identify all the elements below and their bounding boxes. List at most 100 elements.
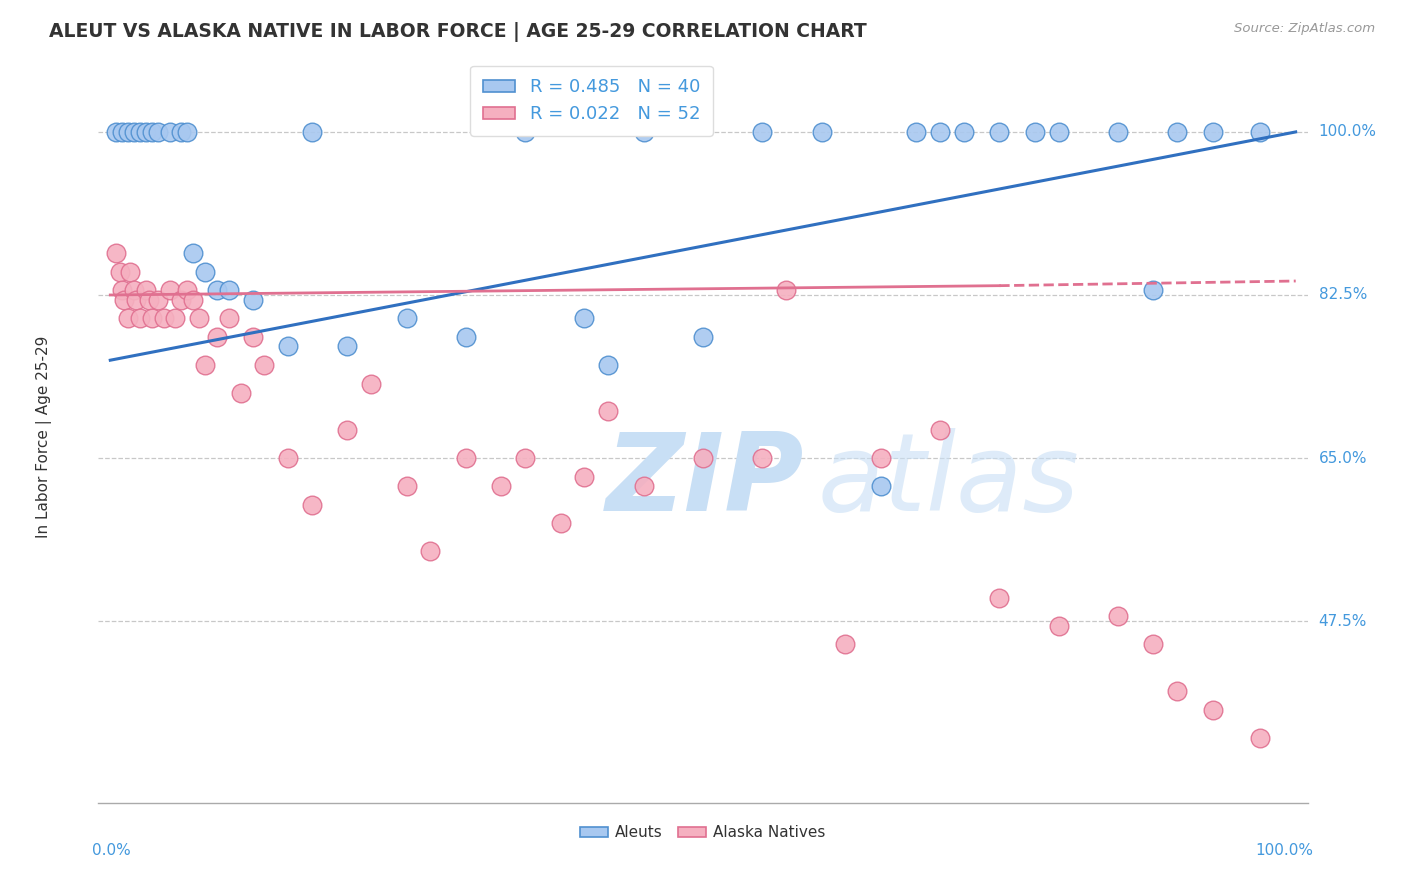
Point [633,125,655,139]
Text: Source: ZipAtlas.com: Source: ZipAtlas.com [1234,22,1375,36]
Point [598,404,620,418]
Point [515,125,537,139]
Point [395,311,418,326]
Point [574,311,596,326]
Point [111,125,134,139]
Point [114,293,136,307]
Text: atlas: atlas [818,428,1080,533]
Point [574,469,596,483]
Point [491,479,513,493]
Point [929,125,952,139]
Point [1249,125,1271,139]
Point [360,376,382,391]
Point [146,293,169,307]
Point [188,311,211,326]
Point [176,125,198,139]
Point [141,311,163,326]
Text: 47.5%: 47.5% [1319,614,1367,629]
Point [253,358,276,372]
Point [301,498,323,512]
Point [869,479,891,493]
Point [135,125,157,139]
Text: 0.0%: 0.0% [93,843,131,858]
Point [159,283,181,297]
Point [111,283,134,297]
Point [869,451,891,466]
Point [218,311,240,326]
Point [165,311,187,326]
Point [988,125,1011,139]
Point [633,479,655,493]
Point [242,293,264,307]
Point [1166,684,1188,698]
Point [122,125,145,139]
Point [929,423,952,437]
Point [117,125,139,139]
Text: ALEUT VS ALASKA NATIVE IN LABOR FORCE | AGE 25-29 CORRELATION CHART: ALEUT VS ALASKA NATIVE IN LABOR FORCE | … [49,22,868,42]
Point [550,516,572,531]
Point [1047,619,1070,633]
Point [152,311,174,326]
Point [181,293,204,307]
Legend: Aleuts, Alaska Natives: Aleuts, Alaska Natives [574,819,832,847]
Point [129,125,152,139]
Point [205,283,228,297]
Point [598,358,620,372]
Point [419,544,441,558]
Point [1249,731,1271,745]
Point [277,339,299,353]
Point [205,330,228,344]
Point [834,637,856,651]
Point [515,451,537,466]
Point [454,451,477,466]
Text: 82.5%: 82.5% [1319,287,1367,302]
Point [135,283,157,297]
Point [176,283,198,297]
Point [108,265,131,279]
Point [125,293,148,307]
Point [301,125,323,139]
Point [242,330,264,344]
Point [141,125,163,139]
Point [336,423,359,437]
Point [138,293,160,307]
Point [905,125,928,139]
Point [105,246,128,260]
Point [1142,637,1164,651]
Point [1107,125,1129,139]
Point [117,311,139,326]
Point [988,591,1011,605]
Point [751,125,773,139]
Text: 100.0%: 100.0% [1319,124,1376,139]
Point [105,125,128,139]
Point [170,293,193,307]
Point [218,283,240,297]
Point [692,330,714,344]
Point [1202,703,1225,717]
Point [194,358,217,372]
Point [146,125,169,139]
Point [692,451,714,466]
Point [229,385,252,400]
Point [159,125,181,139]
Point [170,125,193,139]
Text: In Labor Force | Age 25-29: In Labor Force | Age 25-29 [37,336,52,538]
Point [952,125,974,139]
Text: 65.0%: 65.0% [1319,450,1367,466]
Point [395,479,418,493]
Point [336,339,359,353]
Point [751,451,773,466]
Point [120,265,142,279]
Point [1107,609,1129,624]
Point [129,311,152,326]
Point [1024,125,1046,139]
Point [454,330,477,344]
Point [1202,125,1225,139]
Text: 100.0%: 100.0% [1256,843,1313,858]
Point [1047,125,1070,139]
Point [1166,125,1188,139]
Point [775,283,797,297]
Point [194,265,217,279]
Point [181,246,204,260]
Point [122,283,145,297]
